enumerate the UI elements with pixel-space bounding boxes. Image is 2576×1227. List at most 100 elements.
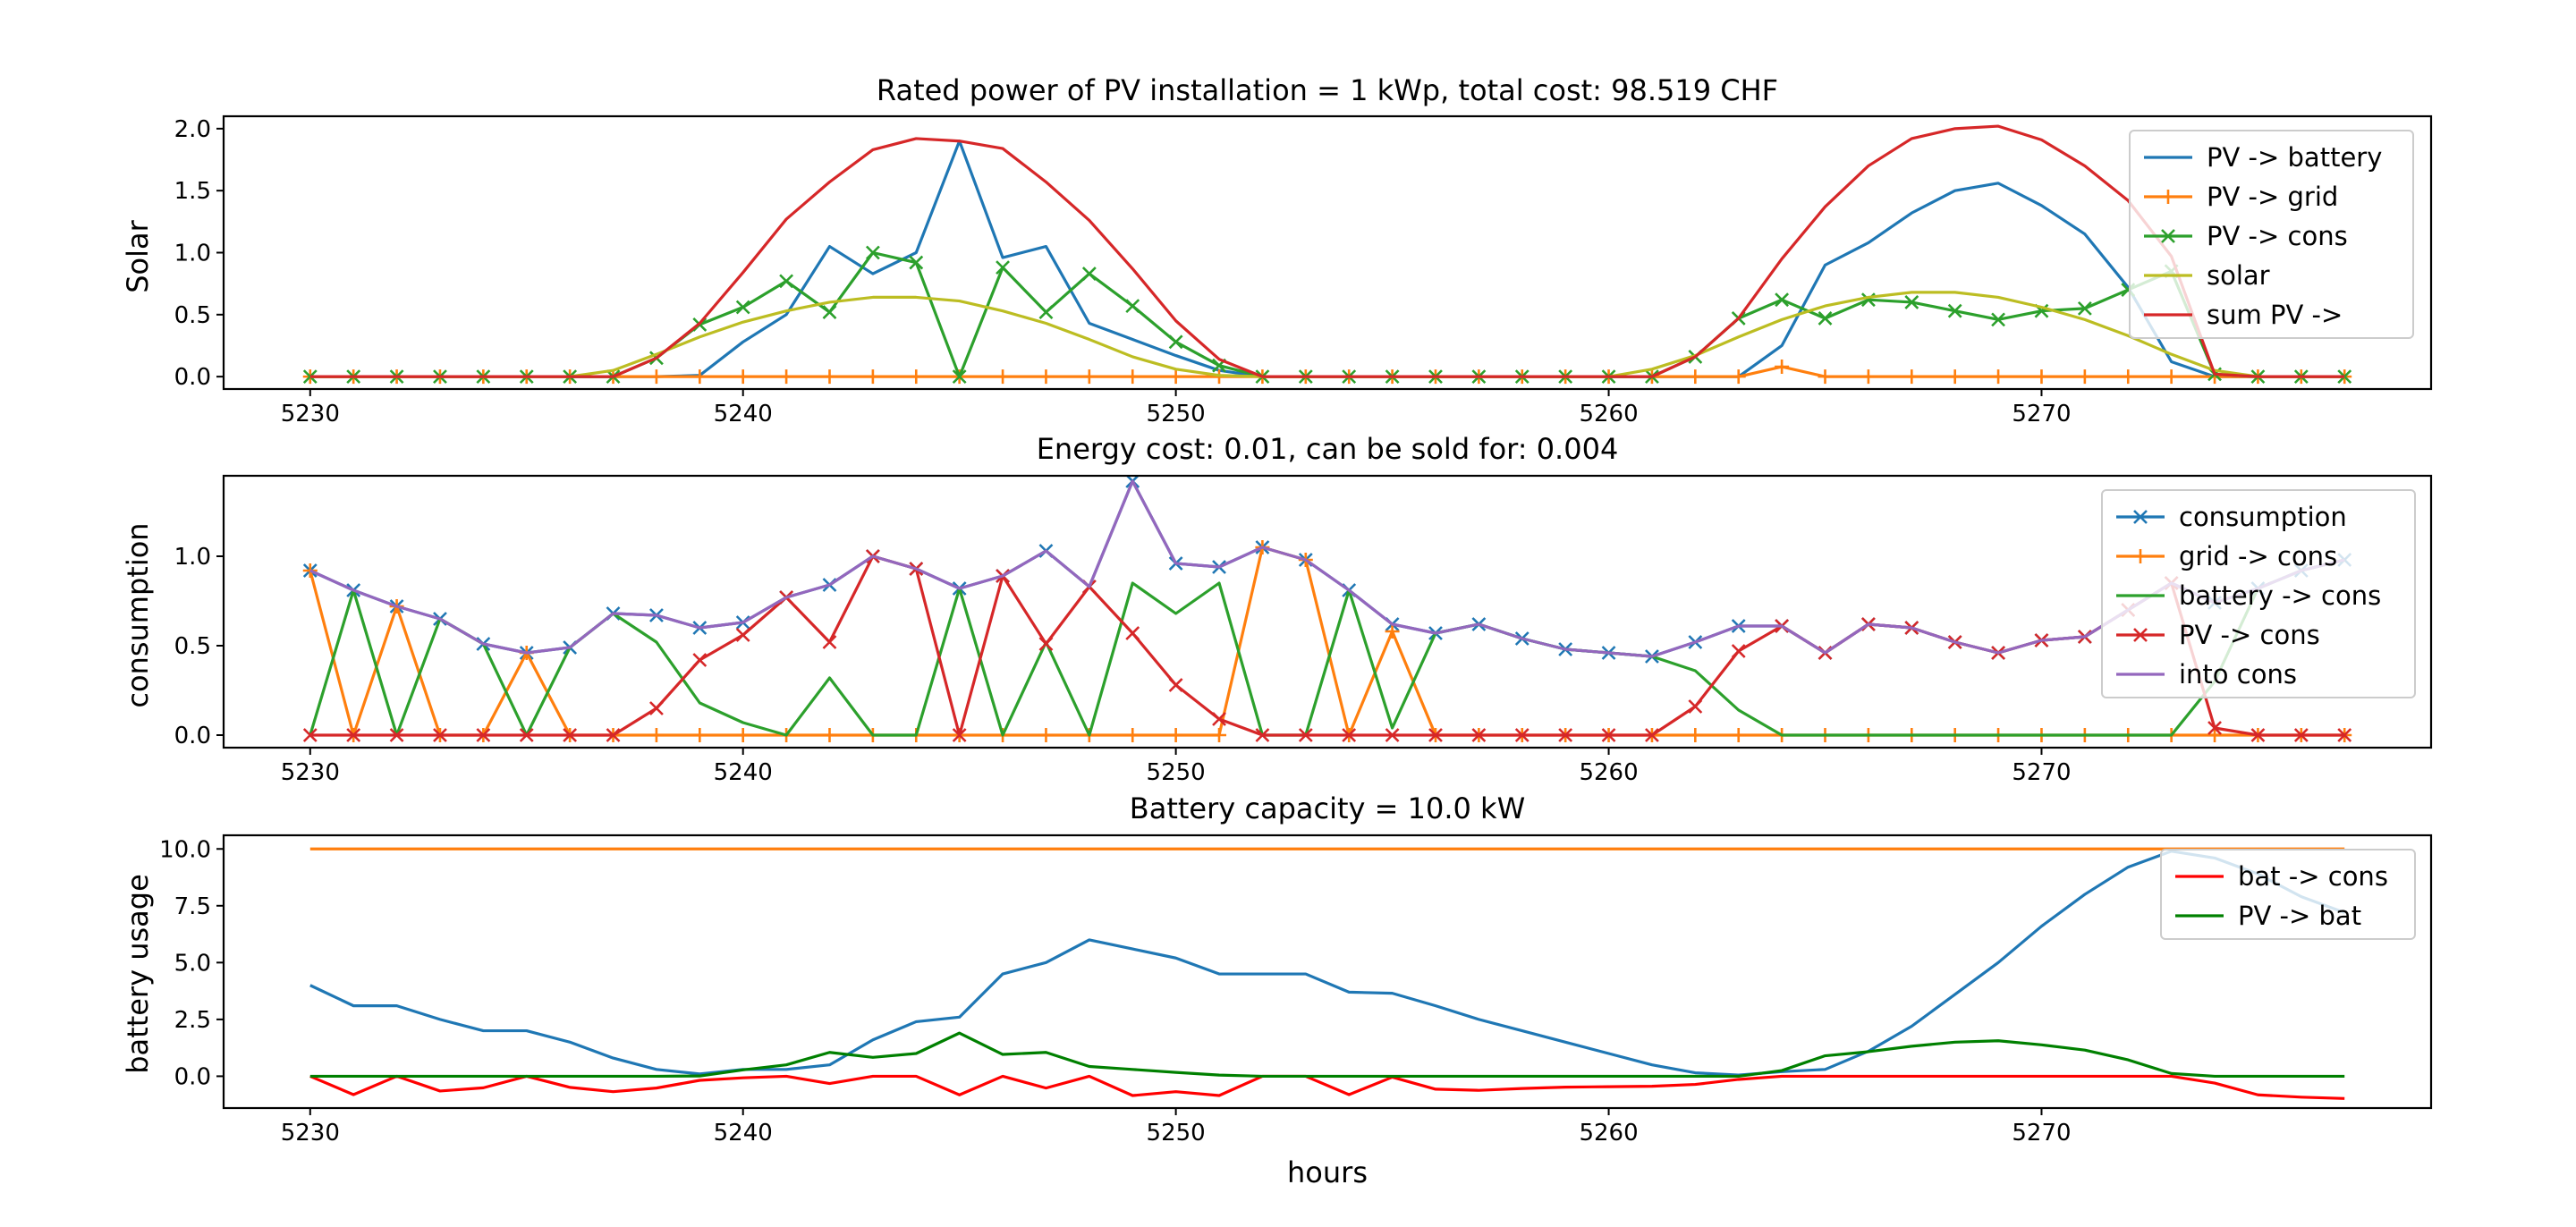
consumption-legend-grid-to-cons-marker (2133, 549, 2148, 563)
hours-x-axis-label: hours (1287, 1155, 1368, 1189)
consumption-series-pv-to-cons-point (1428, 728, 1443, 742)
consumption-series-pv-to-cons-point (2250, 728, 2266, 742)
solar-series-pv-to-cons-point (1818, 311, 1833, 326)
solar-series-pv-to-cons-point (1038, 305, 1054, 319)
consumption-legend-into-cons-label: into cons (2179, 659, 2297, 690)
consumption-series-group (302, 476, 2352, 742)
solar-y-axis-label: Solar (121, 219, 155, 292)
solar-panel-title: Rated power of PV installation = 1 kWp, … (877, 73, 1778, 107)
battery-x-tick-label: 5270 (2012, 1120, 2071, 1147)
solar-x-tick-label: 5270 (2012, 401, 2071, 427)
battery-y-tick-label: 2.5 (174, 1007, 211, 1034)
consumption-series-grid-to-cons-point (2207, 728, 2223, 742)
consumption-series-pv-to-cons-point (822, 635, 837, 649)
consumption-panel: Energy cost: 0.01, can be sold for: 0.00… (121, 432, 2433, 786)
solar-series-sum-pv-to-line (309, 124, 2345, 378)
battery-y-tick-label: 0.0 (174, 1063, 211, 1090)
consumption-series-grid-to-cons-point (1688, 728, 1703, 742)
battery-legend-frame (2160, 849, 2416, 940)
consumption-series-pv-to-cons-point (2293, 728, 2309, 742)
consumption-series-pv-to-cons-point (1342, 728, 1357, 742)
consumption-panel-title: Energy cost: 0.01, can be sold for: 0.00… (1037, 432, 1619, 466)
consumption-series-pv-to-cons-point (1385, 728, 1400, 742)
battery-y-tick-label: 5.0 (174, 950, 211, 977)
solar-series-pv-to-cons-point (2077, 300, 2092, 316)
battery-legend: bat -> cons PV -> bat (2160, 849, 2416, 940)
consumption-series-pv-to-cons-point (346, 728, 361, 742)
consumption-legend-pv-to-cons-label: PV -> cons (2179, 620, 2320, 650)
solar-series-pv-to-grid-point (2121, 369, 2136, 385)
solar-series-pv-to-grid-point (1038, 369, 1054, 385)
solar-legend-pv-to-grid-label: PV -> grid (2207, 182, 2338, 212)
consumption-legend-consumption-marker (2133, 510, 2148, 524)
solar-series-pv-to-grid-point (779, 369, 794, 385)
consumption-series-pv-to-cons-point (1212, 712, 1226, 726)
solar-y-tick-label: 0.5 (174, 302, 211, 329)
consumption-series-pv-to-cons-point (389, 728, 404, 742)
solar-legend-pv-to-battery-label: PV -> battery (2207, 142, 2382, 173)
solar-y-tick-label: 0.0 (174, 364, 211, 391)
consumption-series-grid-to-cons-point (1212, 728, 1227, 742)
consumption-legend-grid-to-cons-label: grid -> cons (2179, 541, 2337, 571)
solar-series-pv-to-grid-point (1904, 369, 1919, 385)
consumption-series-grid-to-cons-point (1168, 728, 1183, 742)
battery-x-tick-label: 5230 (281, 1120, 340, 1147)
consumption-series-pv-to-cons-point (606, 728, 621, 742)
solar-series-pv-to-grid-point (1947, 369, 1962, 385)
solar-series-pv-to-grid-point (2077, 369, 2092, 385)
consumption-series-grid-to-cons-point (735, 728, 750, 742)
solar-series-pv-to-grid-point (1168, 369, 1183, 385)
consumption-series-pv-to-cons-point (1601, 728, 1616, 742)
battery-x-tick-label: 5250 (1147, 1120, 1206, 1147)
solar-series-pv-to-grid-point (996, 369, 1011, 385)
solar-legend-pv-to-cons-marker (2161, 229, 2175, 243)
solar-series-pv-to-cons-point (1775, 292, 1790, 308)
consumption-series-grid-to-cons-point (648, 728, 664, 742)
consumption-series-pv-to-cons-point (735, 628, 750, 642)
solar-series-pv-to-cons-point (735, 300, 750, 315)
solar-series-pv-to-cons-point (822, 305, 837, 319)
consumption-x-tick-label: 5230 (281, 759, 340, 786)
solar-series-pv-to-grid-point (822, 369, 837, 385)
solar-y-tick-label: 1.5 (174, 178, 211, 205)
solar-series-pv-to-grid-point (1125, 369, 1140, 385)
battery-y-tick-label: 7.5 (174, 893, 211, 920)
consumption-series-pv-to-cons-point (2207, 721, 2222, 735)
battery-panel-title: Battery capacity = 10.0 kW (1130, 791, 1525, 825)
consumption-series-pv-to-cons-point (649, 701, 664, 715)
consumption-x-tick-label: 5260 (1579, 759, 1638, 786)
consumption-series-pv-to-cons-point (433, 728, 447, 742)
solar-series-pv-to-cons-point (865, 245, 880, 260)
consumption-series-grid-to-cons-point (1038, 728, 1054, 742)
battery-x-tick-label: 5240 (714, 1120, 773, 1147)
consumption-series-pv-to-cons-point (1255, 728, 1270, 742)
consumption-series-pv-to-cons-point (952, 728, 967, 742)
consumption-x-tick-label: 5250 (1147, 759, 1206, 786)
consumption-series-pv-to-cons-point (692, 653, 708, 667)
consumption-series-pv-to-cons-point (1038, 637, 1054, 651)
solar-plot-area: 5230 5240 5250 5260 5270 0.0 0.5 1.0 1.5 2.0 (174, 114, 2433, 427)
solar-series-pv-to-cons-point (779, 274, 794, 289)
consumption-series-pv-to-cons-point (1514, 728, 1530, 742)
consumption-series-battery-to-cons-line (309, 558, 2345, 737)
battery-panel: Battery capacity = 10.0 kW battery usage… (121, 791, 2433, 1189)
solar-series-pv-to-grid-point (1860, 369, 1876, 385)
consumption-series-grid-to-cons-point (692, 728, 708, 742)
consumption-axes-frame (222, 474, 2433, 749)
solar-series-pv-to-cons-point (909, 255, 924, 270)
consumption-series-pv-to-cons-point (1688, 699, 1703, 714)
consumption-plot-area: 5230 5240 5250 5260 5270 0.0 0.5 1.0 (174, 474, 2433, 786)
consumption-legend-pv-to-cons-marker (2133, 628, 2148, 642)
battery-series-group (309, 847, 2345, 1100)
solar-y-tick-label: 2.0 (174, 116, 211, 143)
battery-y-tick-label: 10.0 (159, 836, 211, 863)
consumption-y-tick-label: 0.0 (174, 723, 211, 749)
solar-x-tick-label: 5230 (281, 401, 340, 427)
solar-legend-pv-to-grid-marker (2161, 190, 2175, 204)
solar-legend: PV -> battery PV -> grid PV -> cons solar su… (2129, 130, 2414, 339)
solar-series-pv-to-grid-point (1688, 369, 1703, 385)
consumption-series-pv-to-cons-point (476, 728, 491, 742)
solar-x-tick-label: 5250 (1147, 401, 1206, 427)
solar-x-tick-label: 5240 (714, 401, 773, 427)
consumption-series-grid-to-cons-point (1125, 728, 1140, 742)
